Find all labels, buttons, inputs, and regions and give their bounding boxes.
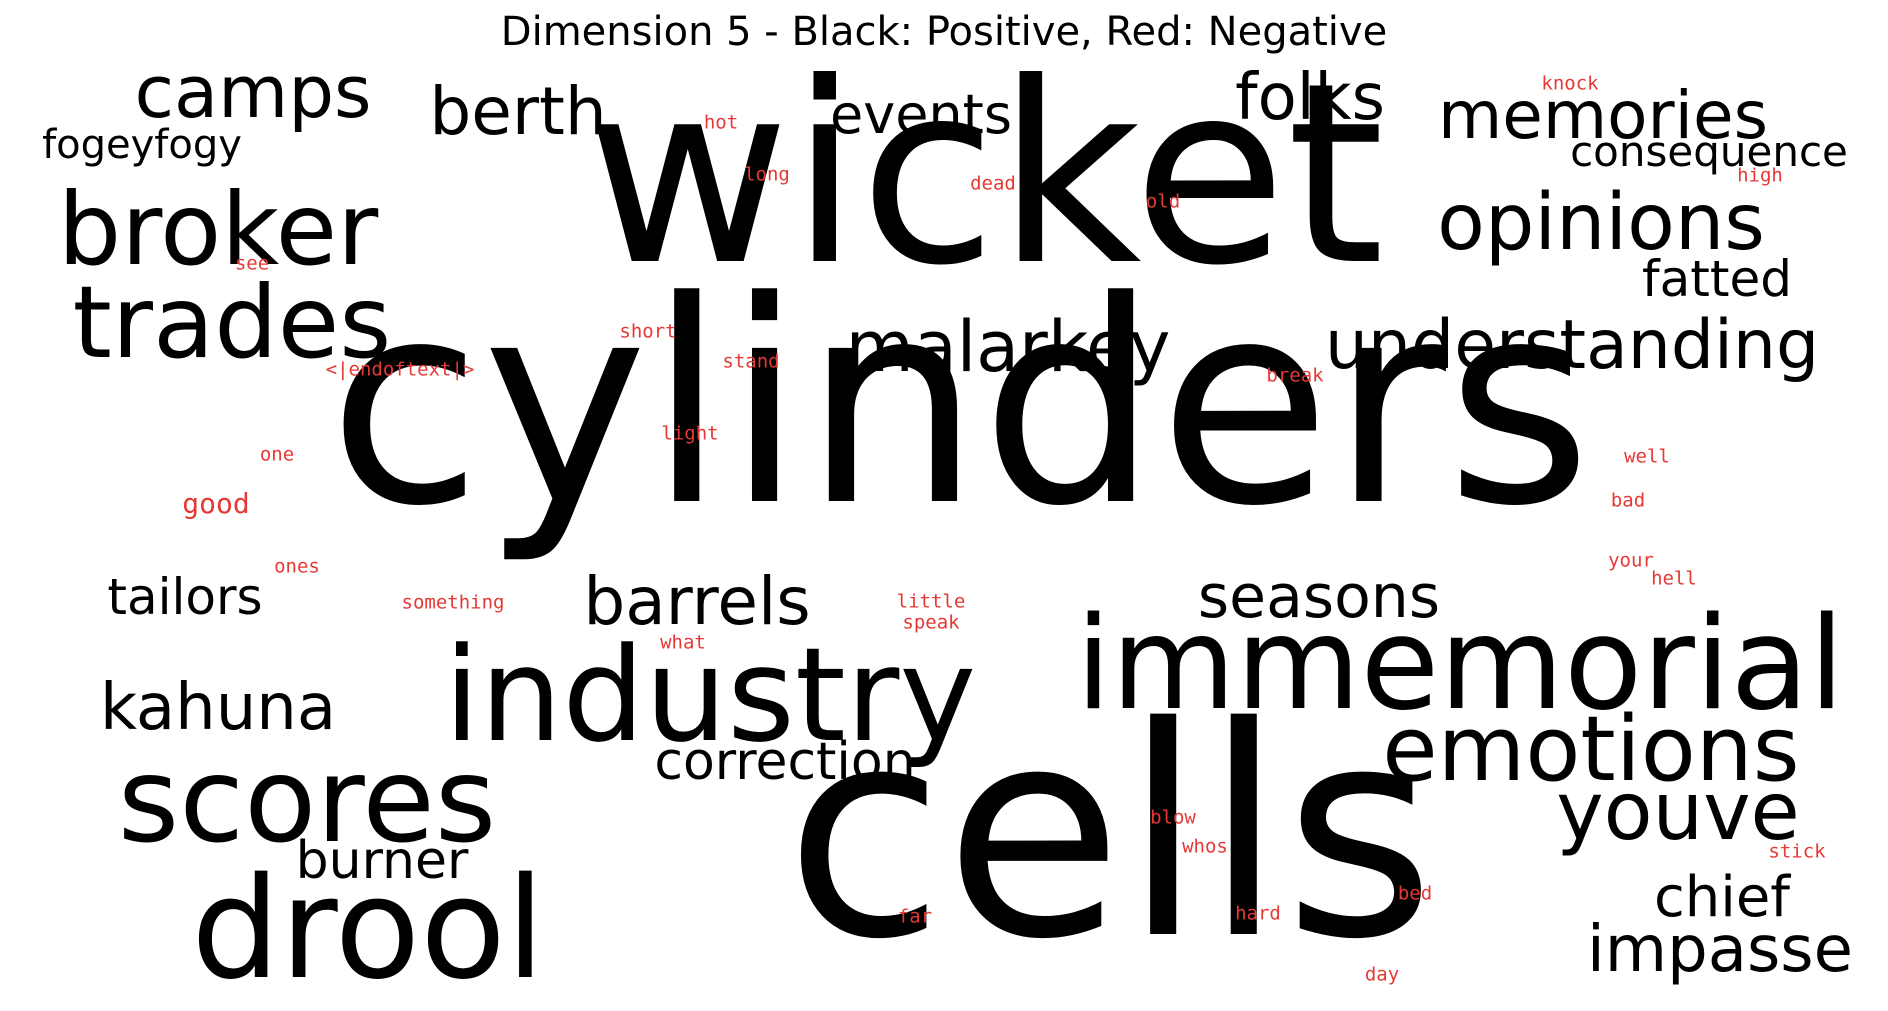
word-high: high <box>1737 164 1783 187</box>
word-tailors: tailors <box>107 568 263 626</box>
word-wicket: wicket <box>585 29 1385 320</box>
word-camps: camps <box>134 50 372 134</box>
word-see: see <box>234 252 270 275</box>
word-something: something <box>401 591 505 614</box>
word-malarkey: malarkey <box>845 306 1171 388</box>
word-stand: stand <box>722 350 780 373</box>
word-what: what <box>660 631 706 654</box>
word-berth: berth <box>429 73 607 150</box>
word-fatted: fatted <box>1642 250 1792 308</box>
word-one: one <box>259 443 295 466</box>
word-dead: dead <box>970 172 1016 195</box>
word-bad: bad <box>1610 489 1646 512</box>
word-burner: burner <box>295 831 469 891</box>
word-consequence: consequence <box>1570 127 1848 176</box>
word-your: your <box>1608 549 1654 572</box>
word-blow: blow <box>1150 806 1196 829</box>
word-knock: knock <box>1541 72 1599 95</box>
word-stick: stick <box>1768 840 1826 863</box>
word-scores: scores <box>117 731 497 869</box>
word-trades: trades <box>72 264 392 381</box>
word-emotions: emotions <box>1382 697 1800 802</box>
word-endoftext: <|endoftext|> <box>325 358 475 381</box>
word-industry: industry <box>443 619 977 771</box>
word-folks: folks <box>1235 61 1385 135</box>
word-hot: hot <box>703 111 739 134</box>
word-cylinders: cylinders <box>328 242 1592 568</box>
word-memories: memories <box>1437 77 1769 154</box>
word-well: well <box>1624 445 1670 468</box>
word-long: long <box>744 163 790 186</box>
word-speak: speak <box>902 611 960 634</box>
word-good: good <box>182 487 250 520</box>
word-impasse: impasse <box>1586 913 1854 987</box>
word-hard: hard <box>1235 902 1281 925</box>
word-drool: drool <box>191 848 545 1011</box>
word-seasons: seasons <box>1197 562 1441 632</box>
word-kahuna: kahuna <box>99 671 337 745</box>
word-chief: chief <box>1653 865 1791 930</box>
word-break: break <box>1266 364 1324 387</box>
word-youve: youve <box>1556 765 1800 858</box>
word-hell: hell <box>1651 567 1697 590</box>
word-cells: cells <box>784 666 1436 1003</box>
chart-title: Dimension 5 - Black: Positive, Red: Nega… <box>500 9 1388 55</box>
word-immemorial: immemorial <box>1075 590 1845 739</box>
word-short: short <box>619 320 677 343</box>
word-light: light <box>661 422 719 445</box>
word-bed: bed <box>1397 882 1433 905</box>
word-events: events <box>830 83 1012 146</box>
word-correction: correction <box>654 732 916 792</box>
word-day: day <box>1364 963 1400 986</box>
word-understanding: understanding <box>1324 306 1820 385</box>
word-whos: whos <box>1182 835 1228 858</box>
word-little: little <box>896 590 966 613</box>
word-far: far <box>897 905 933 928</box>
word-ones: ones <box>274 555 320 578</box>
word-opinions: opinions <box>1437 178 1765 268</box>
word-broker: broker <box>57 171 379 288</box>
word-barrels: barrels <box>583 563 811 640</box>
word-old: old <box>1145 190 1181 213</box>
word-fogeyfogy: fogeyfogy <box>42 122 242 168</box>
